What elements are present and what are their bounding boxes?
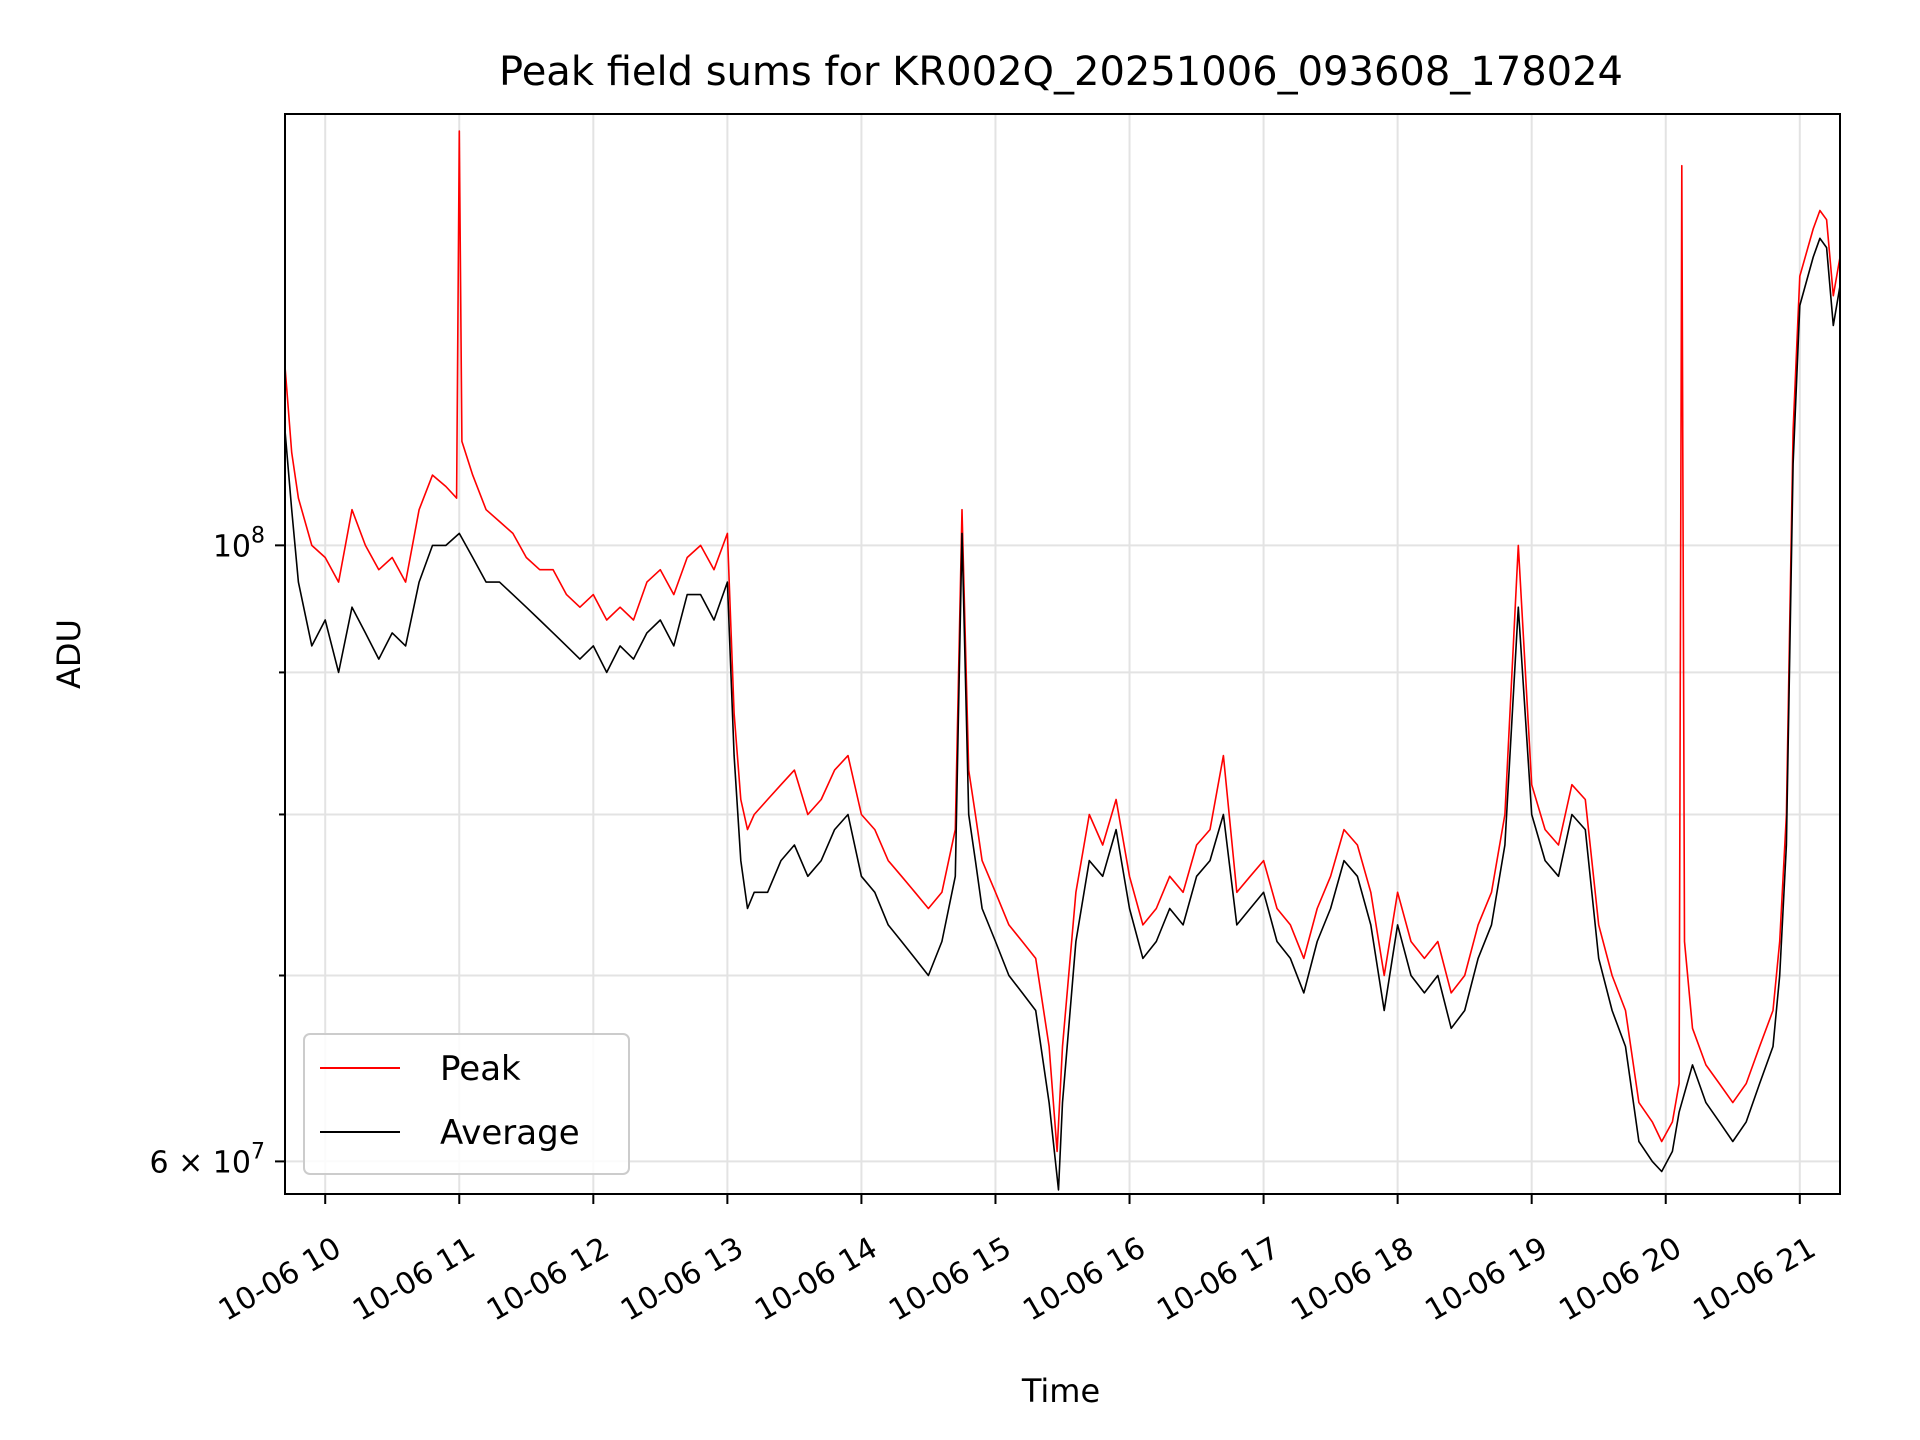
x-axis-label: Time bbox=[1021, 1372, 1100, 1410]
plot-frame bbox=[284, 113, 1841, 1195]
y-axis-label: ADU bbox=[50, 619, 88, 689]
chart-title: Peak field sums for KR002Q_20251006_0936… bbox=[499, 49, 1623, 95]
series-line-peak bbox=[285, 130, 1840, 1153]
legend-label-average: Average bbox=[440, 1113, 580, 1153]
y-tick-label: 6 × 107 bbox=[150, 1139, 265, 1180]
legend: Peak Average bbox=[303, 1033, 630, 1175]
y-tick-label: 108 bbox=[213, 523, 265, 564]
series-layer bbox=[285, 130, 1840, 1191]
series-line-average bbox=[285, 237, 1840, 1191]
legend-label-peak: Peak bbox=[440, 1049, 521, 1089]
